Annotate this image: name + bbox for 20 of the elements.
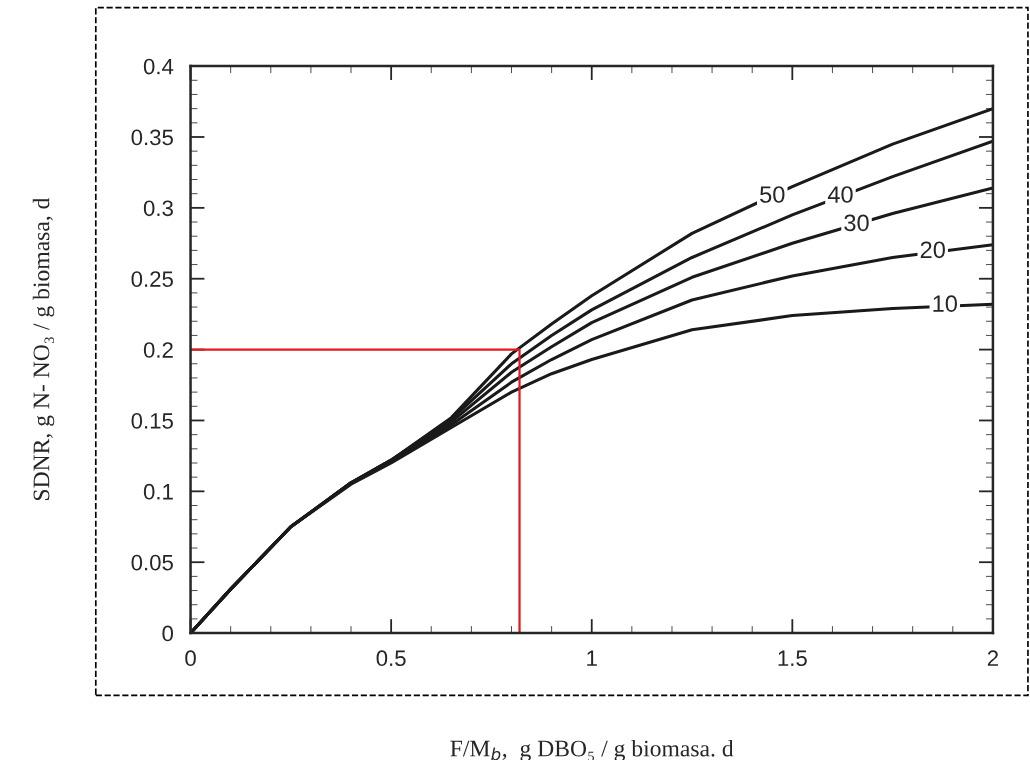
x-tick-label: 0.5 bbox=[376, 650, 406, 667]
x-tick-label: 0 bbox=[185, 650, 196, 667]
y-tick-label: 0.4 bbox=[143, 58, 174, 75]
x-tick-label: 1 bbox=[587, 650, 597, 666]
y-axis-title: SDNR, g N- NO₃ / g biomasa, d bbox=[32, 197, 55, 501]
y-tick-label: 0.05 bbox=[131, 554, 173, 571]
annotation: 30 bbox=[844, 214, 869, 232]
annotation: 10 bbox=[933, 295, 957, 312]
y-tick-label: 0.35 bbox=[131, 129, 173, 146]
annotation: 50 bbox=[760, 186, 785, 203]
y-tick-label: 0.3 bbox=[143, 200, 173, 217]
y-tick-label: 0.1 bbox=[143, 483, 173, 500]
x-tick-label: 1.5 bbox=[778, 650, 807, 667]
y-tick-label: 0.15 bbox=[131, 413, 173, 429]
x-tick-label: 2 bbox=[987, 650, 998, 666]
y-tick-label: 0.2 bbox=[143, 342, 173, 358]
y-tick-label: 0 bbox=[162, 625, 174, 642]
annotation: 20 bbox=[920, 241, 945, 259]
y-tick-label: 0.25 bbox=[131, 271, 173, 287]
annotation: 40 bbox=[827, 186, 853, 203]
